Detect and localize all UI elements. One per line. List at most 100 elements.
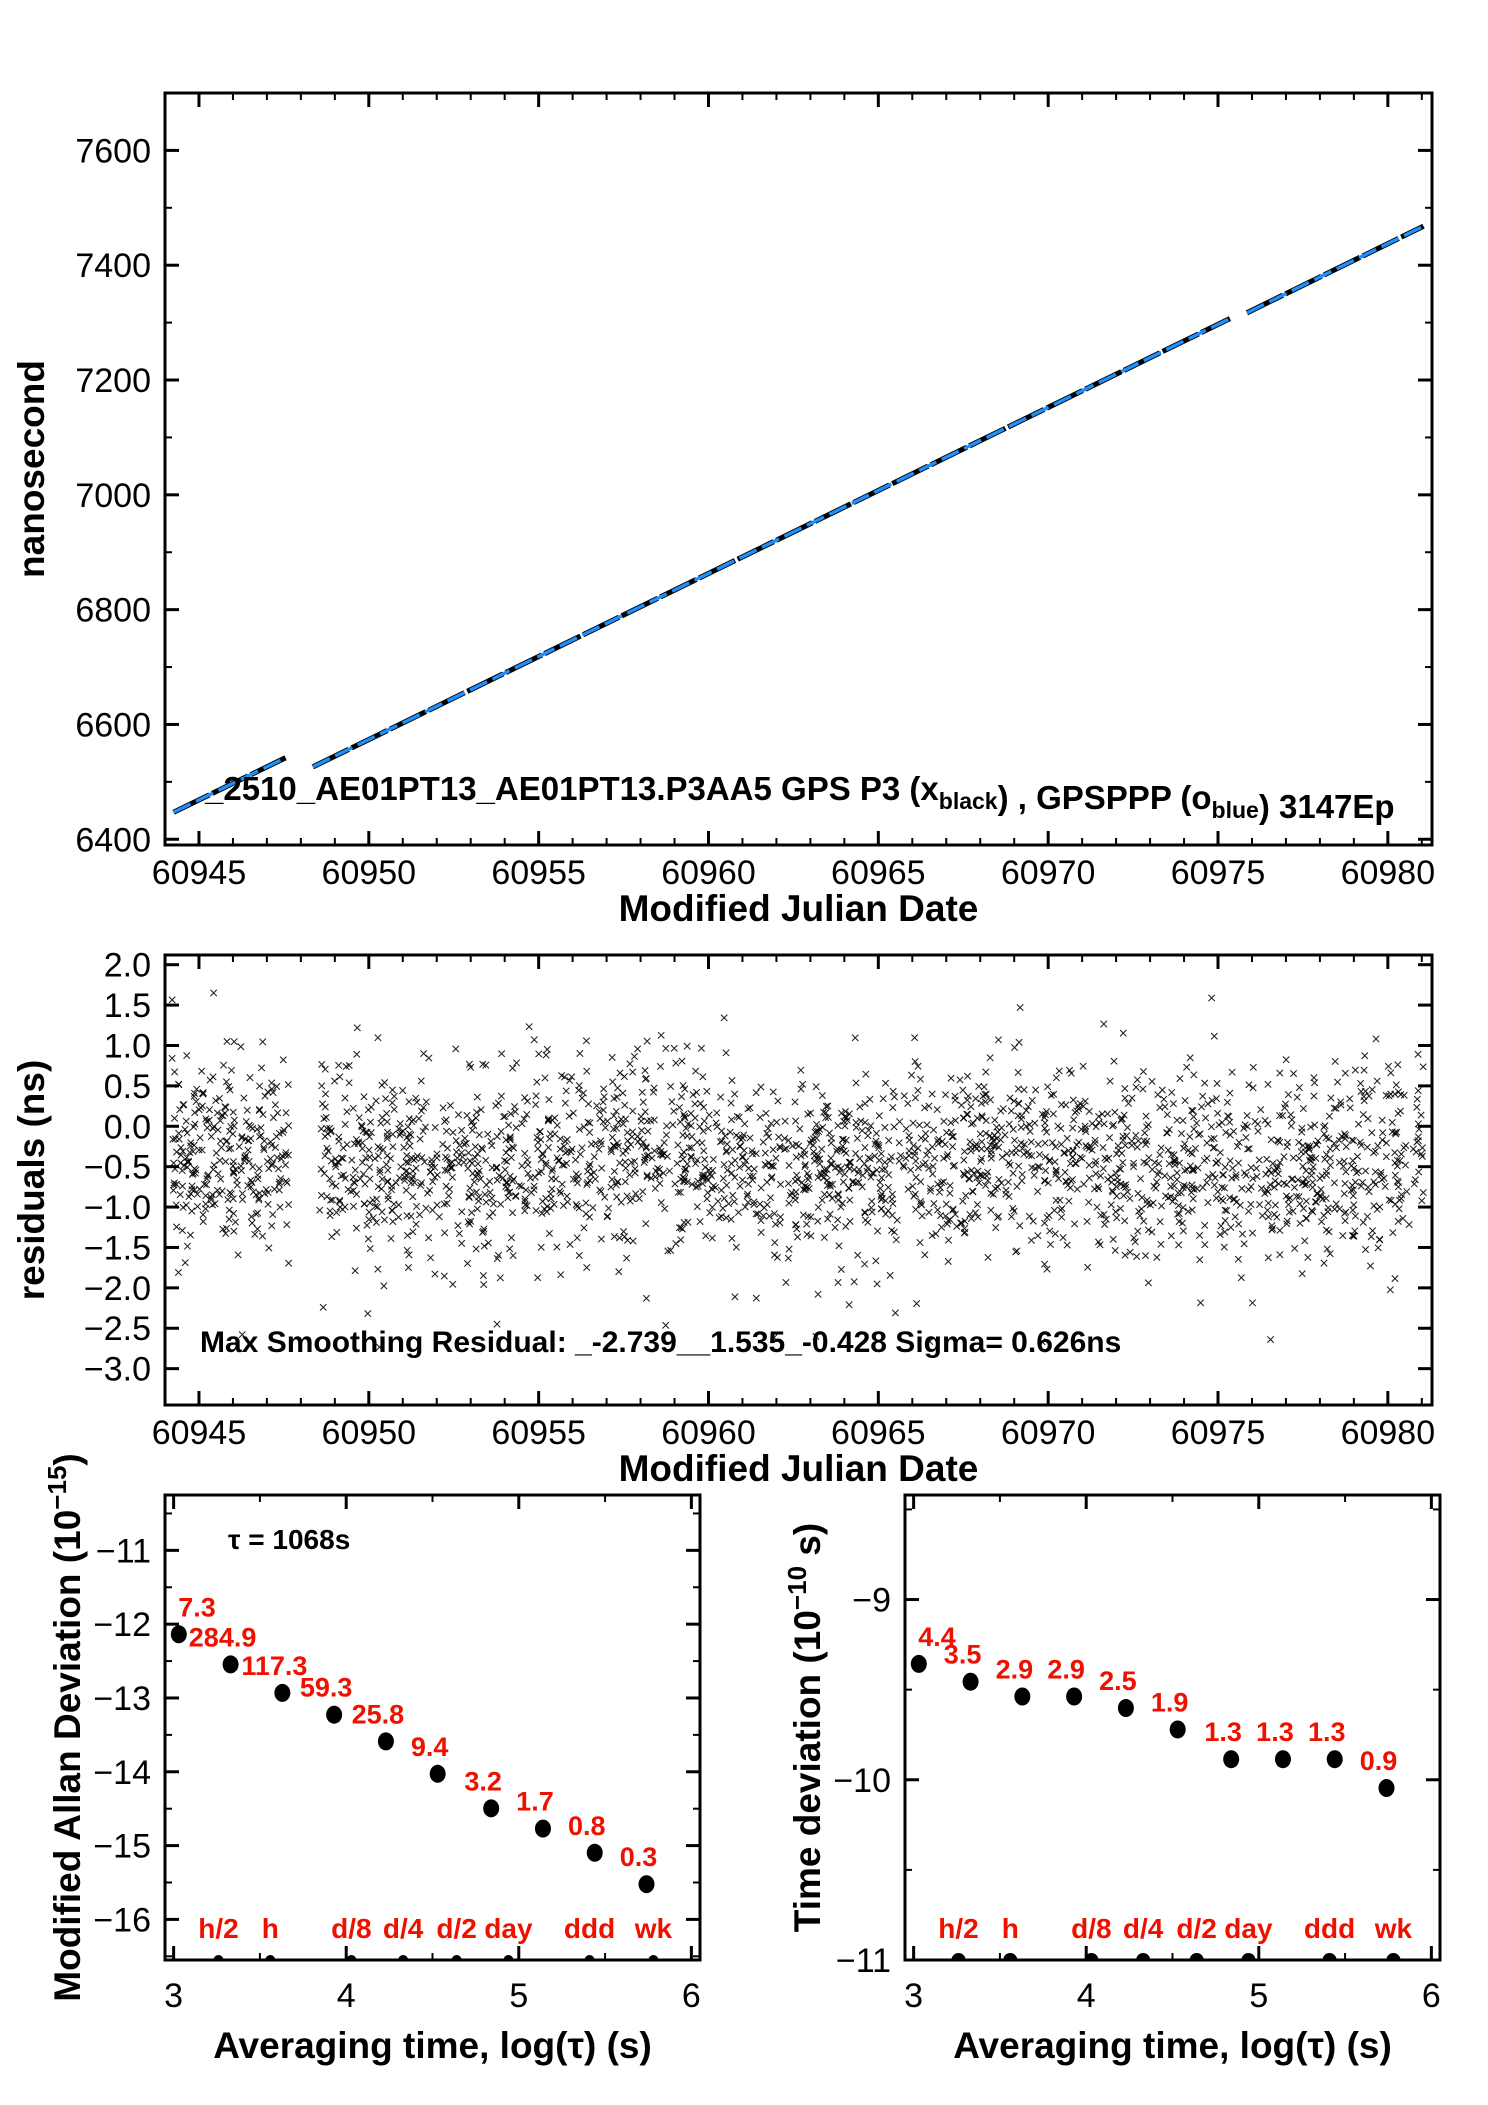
scatter-point xyxy=(349,1104,357,1112)
scatter-point xyxy=(1391,1159,1399,1167)
scatter-point xyxy=(861,1216,869,1224)
value-label: 3.5 xyxy=(944,1640,982,1670)
x-tick-label: 60965 xyxy=(831,1414,926,1452)
scatter-point xyxy=(583,1263,591,1272)
scatter-point xyxy=(449,1280,457,1288)
scatter-point xyxy=(1367,1233,1375,1241)
scatter-point xyxy=(1180,1144,1188,1152)
scatter-point xyxy=(1245,1081,1253,1089)
scatter-point xyxy=(409,1172,417,1180)
scatter-point xyxy=(376,1168,384,1177)
scatter-point xyxy=(885,1171,893,1179)
scatter-point xyxy=(963,1096,971,1104)
scatter-point xyxy=(343,1140,351,1149)
data-point xyxy=(1378,1779,1395,1798)
scatter-point xyxy=(1035,1163,1044,1171)
scatter-point xyxy=(1320,1259,1328,1267)
scatter-point xyxy=(1058,1213,1066,1221)
scatter-point xyxy=(1180,1181,1188,1189)
scatter-point xyxy=(964,1092,972,1100)
scatter-point xyxy=(237,1043,245,1051)
scatter-point xyxy=(1120,1111,1128,1119)
scatter-point xyxy=(316,1206,324,1214)
scatter-point xyxy=(761,1160,769,1169)
scatter-point xyxy=(912,1173,920,1182)
scatter-point xyxy=(1322,1171,1331,1179)
scatter-point xyxy=(929,1162,937,1170)
scatter-point xyxy=(1097,1172,1105,1180)
residuals-chart: 60945 60950 60955 60960 60965 60970 60975 60980… xyxy=(11,947,1435,1489)
scatter-point xyxy=(225,1206,233,1214)
unit-label: day xyxy=(1224,1913,1273,1944)
scatter-point xyxy=(349,1173,357,1181)
scatter-point xyxy=(384,1195,392,1203)
scatter-point xyxy=(390,1092,398,1100)
scatter-point xyxy=(794,1176,802,1184)
scatter-point xyxy=(784,1179,793,1188)
y-tick-label: 1.5 xyxy=(104,987,151,1025)
scatter-point xyxy=(176,1190,184,1199)
scatter-point xyxy=(1348,1136,1356,1144)
scatter-point xyxy=(222,1138,230,1146)
scatter-point xyxy=(1069,1124,1077,1132)
scatter-point xyxy=(257,1124,265,1132)
scatter-point xyxy=(544,1143,552,1152)
scatter-point xyxy=(571,1156,580,1164)
scatter-point xyxy=(248,1178,256,1187)
scatter-point xyxy=(841,1107,850,1116)
scatter-point xyxy=(524,1169,532,1177)
scatter-point xyxy=(1268,1226,1276,1234)
scatter-point xyxy=(433,1201,441,1209)
scatter-point xyxy=(1263,1155,1271,1163)
scatter-point xyxy=(1372,1035,1380,1043)
scatter-point xyxy=(255,1106,264,1115)
scatter-point xyxy=(578,1144,586,1152)
scatter-point xyxy=(621,1178,629,1186)
scatter-point xyxy=(1270,1210,1278,1218)
scatter-point xyxy=(1293,1192,1301,1201)
scatter-point xyxy=(1100,1020,1108,1028)
scatter-point xyxy=(1128,1137,1136,1145)
scatter-point xyxy=(911,1094,920,1102)
scatter-point xyxy=(1419,1063,1427,1071)
scatter-point xyxy=(1355,1120,1363,1128)
scatter-point xyxy=(785,1161,793,1169)
scatter-point xyxy=(826,1160,835,1168)
scatter-point xyxy=(907,1071,916,1079)
scatter-point xyxy=(427,1254,435,1262)
scatter-point xyxy=(210,989,218,997)
scatter-point xyxy=(934,1180,942,1188)
scatter-point xyxy=(460,1140,468,1148)
unit-tick-dot xyxy=(951,1953,966,1960)
scatter-point xyxy=(510,1175,518,1183)
scatter-point xyxy=(260,1146,268,1154)
scatter-point xyxy=(854,1169,862,1177)
scatter-point xyxy=(1378,1116,1386,1124)
value-label: 1.9 xyxy=(1151,1687,1189,1717)
scatter-point xyxy=(1321,1155,1329,1163)
x-tick-label: 60950 xyxy=(322,1414,417,1452)
scatter-point xyxy=(422,1098,430,1106)
scatter-point xyxy=(878,1194,886,1202)
scatter-point xyxy=(573,1179,581,1187)
scatter-point xyxy=(1122,1181,1130,1189)
scatter-point xyxy=(619,1120,627,1128)
scatter-point xyxy=(188,1207,196,1215)
scatter-point xyxy=(716,1093,725,1101)
scatter-point xyxy=(216,1137,225,1145)
scatter-point xyxy=(967,1214,975,1223)
scatter-point xyxy=(1255,1156,1263,1164)
scatter-point xyxy=(624,1143,632,1152)
scatter-point xyxy=(1220,1184,1229,1192)
scatter-point xyxy=(186,1231,195,1239)
scatter-point xyxy=(417,1107,426,1115)
scatter-point xyxy=(389,1217,397,1226)
scatter-point xyxy=(171,1135,179,1143)
scatter-point xyxy=(776,1180,785,1189)
scatter-point xyxy=(727,1116,736,1124)
scatter-point xyxy=(704,1176,712,1184)
scatter-point xyxy=(523,1110,531,1119)
scatter-point xyxy=(949,1143,957,1151)
scatter-point xyxy=(814,1290,822,1298)
